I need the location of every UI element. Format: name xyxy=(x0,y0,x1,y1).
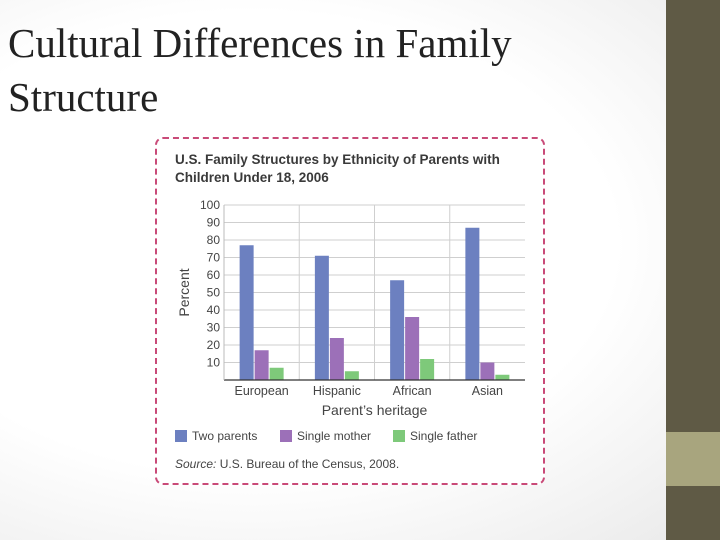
y-tick-label: 80 xyxy=(207,233,221,247)
x-tick-label: European xyxy=(235,384,289,398)
legend-label: Two parents xyxy=(192,429,258,443)
bar-single-mother xyxy=(480,362,495,380)
y-tick-label: 90 xyxy=(207,216,221,230)
source-label: Source: xyxy=(175,457,217,471)
x-axis-title: Parent’s heritage xyxy=(322,402,428,418)
chart-figure: U.S. Family Structures by Ethnicity of P… xyxy=(155,137,545,485)
bar-two-parents xyxy=(314,255,329,380)
legend-label: Single mother xyxy=(297,429,372,443)
bar-two-parents xyxy=(465,227,480,380)
bar-single-mother xyxy=(329,338,344,380)
bar-single-father xyxy=(420,359,435,380)
bar-two-parents xyxy=(239,245,254,380)
x-tick-label: Hispanic xyxy=(313,384,361,398)
y-tick-label: 40 xyxy=(207,303,221,317)
chart-legend: Two parents Single mother Single father xyxy=(175,429,535,447)
bar-single-mother xyxy=(254,350,269,380)
y-tick-label: 70 xyxy=(207,251,221,265)
legend-item: Single father xyxy=(393,429,477,443)
bar-chart: 10 20 30 40 50 60 70 80 90 100 European Hispanic Afr… xyxy=(176,198,525,418)
legend-swatch xyxy=(280,430,292,442)
legend-item: Two parents xyxy=(175,429,257,443)
legend-item: Single mother xyxy=(280,429,371,443)
x-tick-label: African xyxy=(393,384,432,398)
slide-title: Cultural Differences in Family Structure xyxy=(8,20,512,120)
y-tick-label: 30 xyxy=(207,321,221,335)
y-tick-label: 60 xyxy=(207,268,221,282)
legend-label: Single father xyxy=(410,429,478,443)
chart-title: U.S. Family Structures by Ethnicity of P… xyxy=(175,152,500,185)
legend-swatch xyxy=(175,430,187,442)
y-axis-title: Percent xyxy=(176,268,192,316)
y-tick-label: 20 xyxy=(207,338,221,352)
y-tick-label: 50 xyxy=(207,286,221,300)
bar-single-mother xyxy=(405,317,420,380)
legend-swatch xyxy=(393,430,405,442)
side-decoration-accent xyxy=(666,432,720,486)
axis-labels: 10 20 30 40 50 60 70 80 90 100 European Hispanic Afr… xyxy=(176,198,503,418)
bars xyxy=(239,227,510,380)
chart-source: Source: U.S. Bureau of the Census, 2008. xyxy=(175,457,399,471)
source-text: U.S. Bureau of the Census, 2008. xyxy=(219,457,400,471)
bar-single-father xyxy=(269,367,284,380)
bar-single-father xyxy=(344,371,359,380)
bar-single-father xyxy=(495,374,510,380)
y-tick-label: 100 xyxy=(200,198,220,212)
grid-lines xyxy=(224,204,525,380)
bar-two-parents xyxy=(390,280,405,380)
x-tick-label: Asian xyxy=(472,384,503,398)
axes xyxy=(223,205,525,381)
y-tick-label: 10 xyxy=(207,356,221,370)
